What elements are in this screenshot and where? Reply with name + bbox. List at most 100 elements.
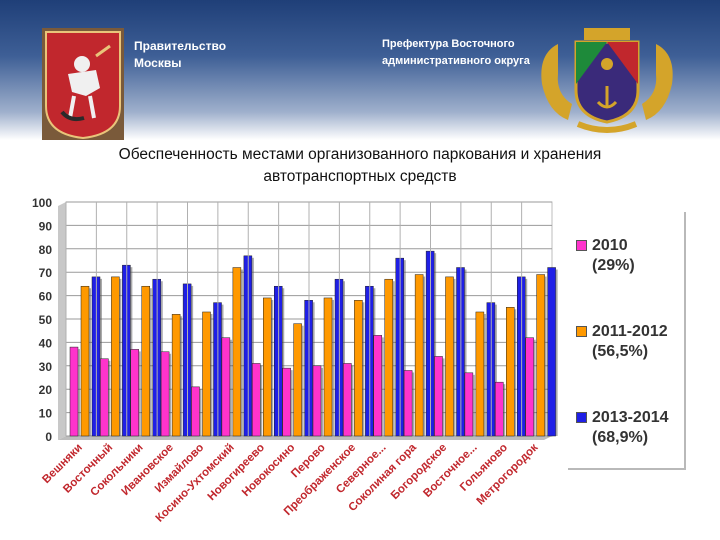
- bar: [464, 372, 474, 437]
- legend-label-2011-2012: 2011-2012 (56,5%): [592, 323, 668, 360]
- plot-side-wall: [58, 202, 66, 440]
- bar-shadow: [119, 278, 122, 436]
- bar: [354, 300, 363, 437]
- bar: [191, 386, 200, 437]
- bar-shadow: [251, 257, 254, 436]
- bar: [384, 278, 393, 437]
- legend-swatch-2011-2012: [576, 326, 587, 337]
- bar-shadow: [332, 299, 334, 436]
- bar: [100, 358, 109, 437]
- bar-shadow: [199, 388, 202, 436]
- legend-swatch-2010: [576, 240, 587, 251]
- bar: [414, 274, 424, 437]
- bar-shadow: [169, 353, 172, 436]
- bar: [475, 311, 485, 437]
- bar: [434, 356, 443, 437]
- bar: [495, 381, 504, 437]
- bar: [263, 297, 272, 437]
- bar-shadow: [514, 309, 517, 436]
- y-tick-label: 40: [39, 336, 53, 350]
- bar: [343, 363, 352, 437]
- bar-shadow: [108, 360, 111, 436]
- bar-shadow: [533, 339, 536, 436]
- bar: [282, 367, 291, 437]
- chart-legend: 2010 (29%) 2011-2012 (56,5%) 2013-2014 (…: [568, 212, 686, 470]
- east-district-coat-of-arms-icon: [541, 28, 673, 133]
- bar: [221, 337, 231, 437]
- bar-shadow: [351, 365, 354, 436]
- bar: [202, 311, 211, 437]
- bar-shadow: [412, 372, 415, 436]
- y-tick-label: 0: [45, 430, 52, 444]
- bar-shadow: [260, 365, 263, 436]
- bar-shadow: [503, 384, 506, 436]
- bar: [323, 297, 333, 437]
- x-tick-label: Восточное...: [421, 442, 479, 500]
- bar: [232, 267, 242, 437]
- y-tick-label: 20: [39, 383, 53, 397]
- bar-shadow: [544, 276, 547, 436]
- bar-shadow: [229, 339, 232, 436]
- y-tick-label: 80: [39, 243, 53, 257]
- government-title: Правительство Москвы: [134, 39, 227, 70]
- bar-shadow: [271, 299, 274, 436]
- bar-shadow: [442, 358, 445, 436]
- bar-shadow: [343, 281, 345, 436]
- bar: [80, 285, 90, 437]
- bar: [69, 346, 79, 437]
- bar-shadow: [138, 351, 141, 436]
- bar-shadow: [301, 325, 304, 436]
- bar-shadow: [89, 288, 91, 436]
- bar-shadow: [555, 269, 558, 436]
- y-tick-label: 50: [39, 313, 53, 327]
- bar: [536, 274, 545, 437]
- bar-shadow: [403, 260, 406, 436]
- legend-label-2010: 2010 (29%): [592, 237, 635, 274]
- bar: [141, 285, 150, 437]
- bar-shadow: [321, 367, 323, 436]
- bar: [445, 276, 454, 437]
- bar-shadow: [472, 374, 475, 436]
- bar-shadow: [453, 278, 456, 436]
- bar-shadow: [434, 253, 437, 436]
- bar-shadow: [423, 276, 426, 436]
- prefecture-title: Префектура Восточного административного …: [382, 38, 530, 67]
- bar: [293, 323, 302, 437]
- bar: [111, 276, 120, 437]
- bar: [547, 267, 556, 437]
- bar: [373, 335, 382, 437]
- y-tick-label: 10: [39, 407, 53, 421]
- bar-shadow: [464, 269, 467, 436]
- chart-title: Обеспеченность местами организованного п…: [118, 146, 602, 185]
- bar-shadow: [78, 349, 80, 436]
- bar: [312, 365, 322, 437]
- bar-shadow: [483, 313, 486, 436]
- bar: [252, 363, 261, 437]
- bar-shadow: [180, 316, 183, 436]
- bar-shadow: [494, 304, 497, 436]
- bar-shadow: [392, 281, 395, 436]
- y-tick-label: 30: [39, 360, 53, 374]
- bar-shadow: [210, 313, 213, 436]
- legend-swatch-2013-2014: [576, 412, 587, 423]
- plot-floor: [58, 436, 552, 440]
- bar: [506, 307, 515, 437]
- bar-shadow: [290, 370, 293, 436]
- bar: [130, 349, 139, 437]
- bar-shadow: [100, 278, 102, 436]
- bar: [525, 337, 534, 437]
- legend-label-2013-2014: 2013-2014 (68,9%): [592, 409, 669, 446]
- bar-shadow: [381, 337, 384, 436]
- bar-shadow: [191, 285, 194, 436]
- bar: [403, 370, 413, 437]
- y-tick-label: 100: [32, 196, 52, 210]
- y-tick-label: 70: [39, 266, 53, 280]
- bar-shadow: [282, 288, 285, 436]
- bar: [160, 351, 170, 437]
- bar-shadow: [240, 269, 243, 436]
- y-tick-label: 90: [39, 219, 53, 233]
- bar-shadow: [362, 302, 365, 436]
- moscow-coat-of-arms-icon: [42, 28, 124, 140]
- y-tick-label: 60: [39, 290, 53, 304]
